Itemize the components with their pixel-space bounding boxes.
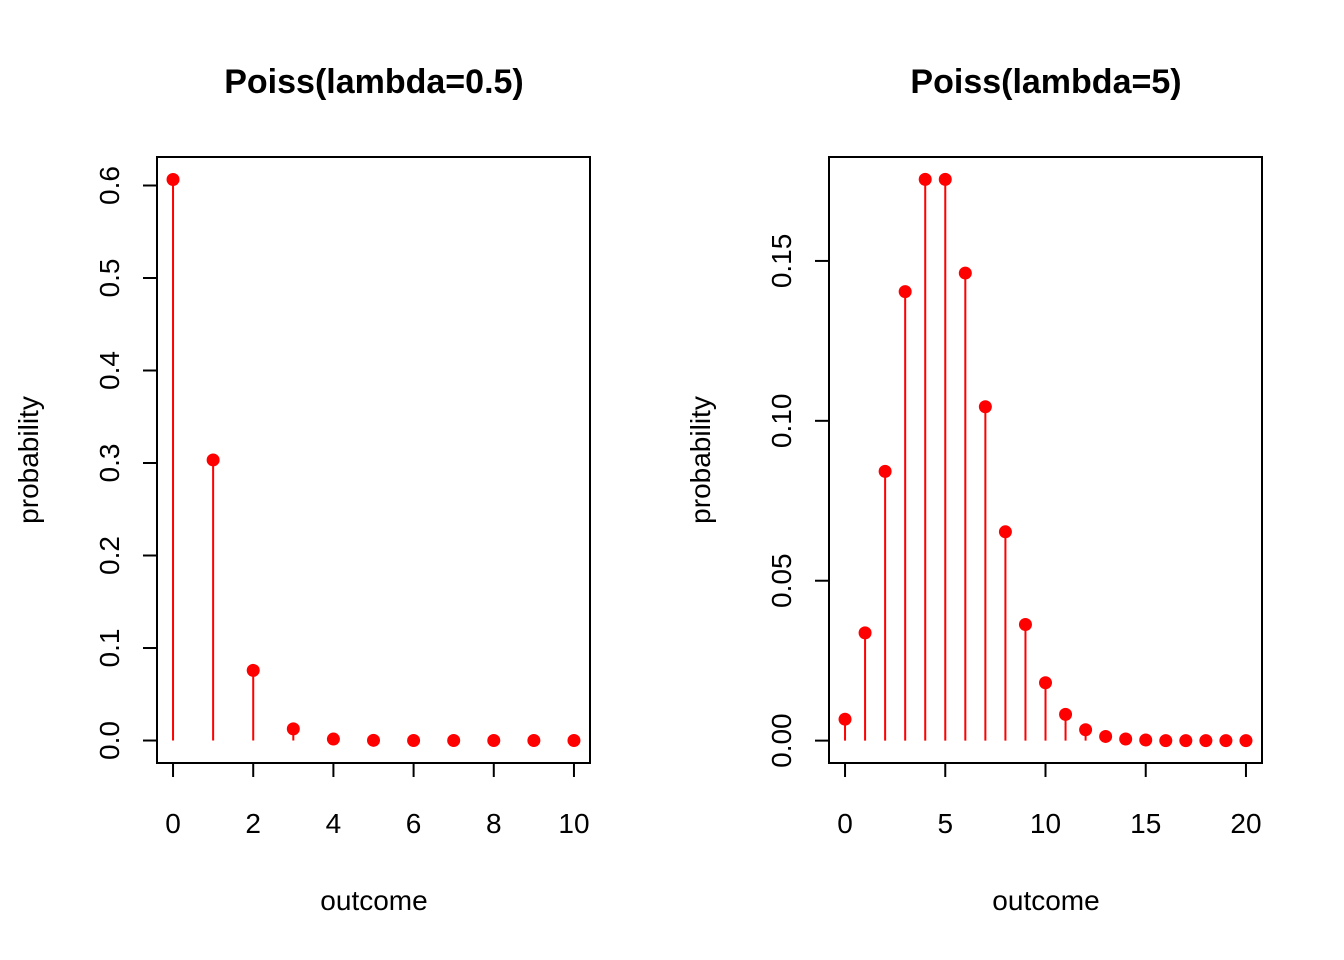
y-axis-label: probability xyxy=(685,396,716,524)
data-point xyxy=(878,464,892,478)
y-tick-label: 0.6 xyxy=(94,166,125,205)
data-point xyxy=(166,172,180,186)
chart-title: Poiss(lambda=0.5) xyxy=(224,63,524,101)
x-tick-label: 0 xyxy=(165,808,181,839)
x-axis: 0 2 4 6 8 10 xyxy=(165,762,590,839)
x-tick-label: 10 xyxy=(558,808,589,839)
data-point xyxy=(326,732,340,746)
data-point xyxy=(858,626,872,640)
data-point xyxy=(1139,733,1153,747)
y-tick-label: 0.15 xyxy=(766,234,797,289)
data-point xyxy=(1179,734,1193,748)
data-point xyxy=(1239,734,1253,748)
y-tick-label: 0.00 xyxy=(766,713,797,768)
chart-title: Poiss(lambda=5) xyxy=(910,63,1181,101)
y-tick-label: 0.0 xyxy=(94,721,125,760)
chart-panel-lambda-5: Poiss(lambda=5) 0 5 10 15 20 0.00 0.05 0.10 0.1… xyxy=(685,63,1263,916)
data-point xyxy=(567,734,581,748)
stem-series xyxy=(838,172,1253,748)
x-tick-label: 5 xyxy=(937,808,953,839)
x-axis: 0 5 10 15 20 xyxy=(837,762,1262,839)
y-tick-label: 0.1 xyxy=(94,629,125,668)
plot-frame xyxy=(828,156,1263,764)
data-point xyxy=(206,453,220,467)
x-tick-label: 8 xyxy=(486,808,502,839)
data-point xyxy=(918,172,932,186)
y-axis: 0.00 0.05 0.10 0.15 xyxy=(766,234,830,768)
x-tick-label: 4 xyxy=(326,808,342,839)
x-tick-label: 15 xyxy=(1130,808,1161,839)
x-axis-label: outcome xyxy=(320,885,427,916)
x-tick-label: 0 xyxy=(837,808,853,839)
data-point xyxy=(1018,618,1032,632)
data-point xyxy=(487,734,501,748)
data-point xyxy=(978,400,992,414)
data-point xyxy=(1079,723,1093,737)
chart-panel-lambda-0-5: Poiss(lambda=0.5) 0 2 4 6 8 10 0.00.10.20.30.… xyxy=(13,63,591,916)
y-tick-label: 0.05 xyxy=(766,553,797,608)
stem-series xyxy=(166,172,581,748)
data-point xyxy=(1159,734,1173,748)
y-tick-label: 0.4 xyxy=(94,351,125,390)
data-point xyxy=(246,663,260,677)
data-point xyxy=(958,266,972,280)
y-tick-label: 0.3 xyxy=(94,444,125,483)
data-point xyxy=(998,525,1012,539)
x-tick-label: 2 xyxy=(245,808,261,839)
data-point xyxy=(1059,707,1073,721)
x-tick-label: 20 xyxy=(1230,808,1261,839)
x-tick-label: 6 xyxy=(406,808,422,839)
data-point xyxy=(527,734,541,748)
data-point xyxy=(447,734,461,748)
data-point xyxy=(898,285,912,299)
y-tick-label: 0.2 xyxy=(94,536,125,575)
y-tick-label: 0.5 xyxy=(94,259,125,298)
data-point xyxy=(838,712,852,726)
x-axis-label: outcome xyxy=(992,885,1099,916)
data-point xyxy=(1119,732,1133,746)
y-axis: 0.0 0.1 0.2 0.3 0.4 0.5 0.6 xyxy=(94,166,158,760)
data-point xyxy=(1099,729,1113,743)
data-point xyxy=(1039,676,1052,690)
data-point xyxy=(1219,734,1233,748)
data-point xyxy=(1199,734,1213,748)
plot-frame xyxy=(156,156,591,764)
y-axis-label: probability xyxy=(13,396,44,524)
data-point xyxy=(938,172,952,186)
data-point xyxy=(407,734,421,748)
data-point xyxy=(367,733,380,747)
y-tick-label: 0.10 xyxy=(766,394,797,449)
x-tick-label: 10 xyxy=(1030,808,1061,839)
data-point xyxy=(286,722,300,736)
